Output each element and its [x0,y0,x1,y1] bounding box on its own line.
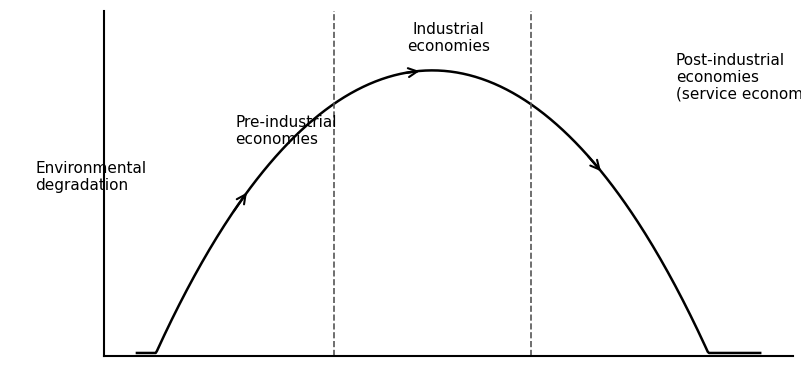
Text: Industrial
economies: Industrial economies [407,22,490,54]
Text: Pre-industrial
economies: Pre-industrial economies [235,115,336,147]
Text: Post-industrial
economies
(service economy): Post-industrial economies (service econo… [676,53,801,102]
Text: Environmental
degradation: Environmental degradation [35,160,147,193]
